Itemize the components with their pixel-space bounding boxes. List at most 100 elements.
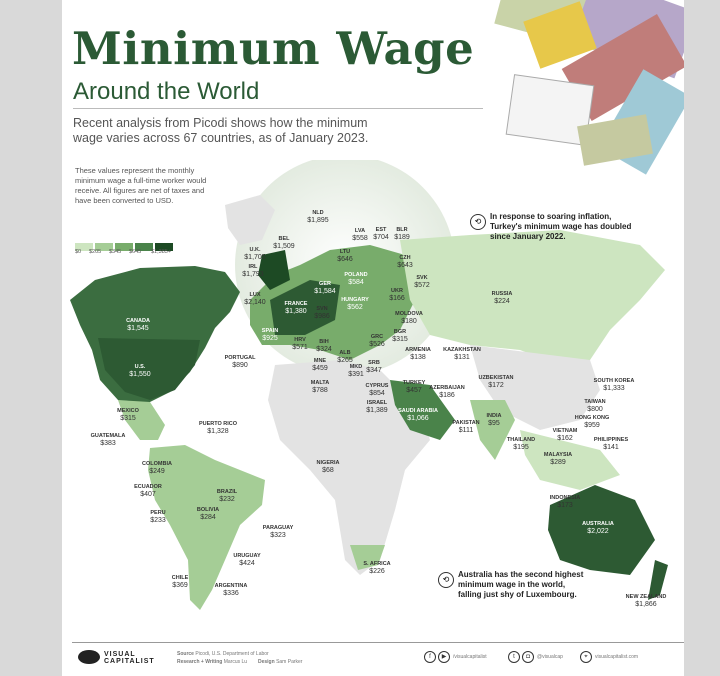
- design-text: Sam Parker: [276, 659, 303, 665]
- country-name: TAIWAN: [584, 399, 606, 405]
- country-label: PERU $233: [150, 510, 166, 524]
- country-name: SPAIN: [261, 328, 279, 334]
- country-name: BEL: [278, 236, 290, 242]
- wage-value: $1,389: [366, 407, 388, 414]
- country-name: MNE: [313, 358, 327, 364]
- country-name: UZBEKISTAN: [478, 375, 514, 381]
- wage-value: $459: [312, 365, 328, 372]
- website-link[interactable]: visualcapitalist.com: [595, 654, 639, 660]
- website-icon[interactable]: ⌖: [580, 651, 592, 663]
- country-label: BIH $324: [316, 339, 332, 353]
- title-divider: [73, 108, 483, 109]
- source-text: Picodi, U.S. Department of Labor: [195, 651, 269, 657]
- brand-name: VISUAL CAPITALIST: [104, 651, 155, 665]
- country-label: ARMENIA $138: [405, 347, 431, 361]
- wage-value: $226: [369, 568, 385, 575]
- country-name: KAZAKHSTAN: [443, 347, 481, 353]
- country-name: UKR: [391, 288, 403, 294]
- country-label: U.S. $1,550: [129, 364, 150, 378]
- country-label: AZERBAIJAN $186: [429, 385, 464, 399]
- country-name: SAUDI ARABIA: [398, 408, 438, 414]
- wage-value: $925: [262, 335, 278, 342]
- country-name: INDIA: [486, 413, 502, 419]
- country-name: PORTUGAL: [224, 355, 256, 361]
- country-name: URUGUAY: [233, 553, 261, 559]
- country-label: CYPRUS $854: [366, 383, 389, 397]
- country-name: PERU: [150, 510, 166, 516]
- country-label: NLD $1,895: [307, 210, 328, 224]
- instagram-icon[interactable]: ◘: [522, 651, 534, 663]
- country-label: LTU $646: [337, 249, 353, 263]
- wage-value: $111: [458, 427, 474, 434]
- country-label: SVN $986: [314, 306, 330, 320]
- country-name: VIETNAM: [552, 428, 578, 434]
- social-handle[interactable]: /visualcapitalist: [453, 654, 487, 660]
- inflation-icon: ⟲: [470, 214, 486, 230]
- australia: [548, 485, 655, 575]
- legend-label: $0: [75, 249, 82, 255]
- social-handle[interactable]: @visualcap: [537, 654, 563, 660]
- country-label: BGR $315: [392, 329, 408, 343]
- wage-value: $68: [322, 467, 334, 474]
- youtube-icon[interactable]: ▶: [438, 651, 450, 663]
- country-label: TURKEY $457: [403, 380, 426, 394]
- country-label: MALAYSIA $289: [544, 452, 572, 466]
- wage-value: $138: [410, 354, 426, 361]
- wage-value: $336: [223, 590, 239, 597]
- country-label: AUSTRALIA $2,022: [582, 521, 614, 535]
- legend-label: $205: [89, 249, 102, 255]
- country-label: ECUADOR $407: [134, 484, 162, 498]
- research-text: Marcus Lu: [223, 659, 248, 665]
- wage-value: $854: [369, 390, 385, 397]
- wage-value: $131: [454, 354, 470, 361]
- world-map: [70, 160, 668, 610]
- wage-value: $1,545: [127, 325, 149, 332]
- twitter-icon[interactable]: t: [508, 651, 520, 663]
- country-name: FRANCE: [284, 301, 308, 307]
- country-label: GUATEMALA $383: [91, 433, 126, 447]
- south-america: [148, 445, 265, 610]
- wage-value: $571: [292, 344, 308, 351]
- country-label: BLR $189: [394, 227, 410, 241]
- country-label: INDIA $95: [487, 413, 502, 427]
- country-label: MKD $391: [348, 364, 364, 378]
- country-name: GRC: [370, 334, 384, 340]
- united-states: [98, 338, 200, 400]
- wage-value: $890: [232, 362, 248, 369]
- wage-value: $1,705: [244, 254, 266, 261]
- facebook-icon[interactable]: f: [424, 651, 436, 663]
- country-name: PUERTO RICO: [198, 421, 238, 427]
- country-name: HONG KONG: [574, 415, 610, 421]
- country-label: PARAGUAY $323: [263, 525, 294, 539]
- wage-value: $180: [401, 318, 417, 325]
- country-name: GUATEMALA: [90, 433, 126, 439]
- country-label: LVA $558: [352, 228, 368, 242]
- country-label: PUERTO RICO $1,328: [199, 421, 237, 435]
- wage-value: $1,550: [129, 371, 151, 378]
- wage-value: $162: [557, 435, 573, 442]
- methodology-note: These values represent the monthly minim…: [75, 166, 207, 205]
- wage-value: $788: [312, 387, 328, 394]
- wage-value: $369: [172, 582, 188, 589]
- wage-value: $1,333: [603, 385, 625, 392]
- wage-value: $189: [394, 234, 410, 241]
- country-label: EST $704: [373, 227, 389, 241]
- country-name: MOLDOVA: [395, 311, 423, 317]
- country-label: MEXICO $315: [117, 408, 139, 422]
- country-name: ISRAEL: [366, 400, 388, 406]
- country-label: GRC $526: [369, 334, 385, 348]
- country-label: BRAZIL $232: [217, 489, 237, 503]
- wage-value: $383: [100, 440, 116, 447]
- wage-value: $1,509: [273, 243, 295, 250]
- wage-value: $2,140: [244, 299, 266, 306]
- country-name: INDONESIA: [549, 495, 581, 501]
- country-label: HONG KONG $959: [575, 415, 610, 429]
- country-name: SVK: [416, 275, 428, 281]
- wage-value: $232: [219, 496, 235, 503]
- wage-value: $289: [550, 459, 566, 466]
- country-name: NIGERIA: [316, 460, 340, 466]
- wage-value: $584: [348, 279, 364, 286]
- wage-value: $1,866: [635, 601, 657, 608]
- wage-value: $195: [513, 444, 529, 451]
- country-name: SOUTH KOREA: [593, 378, 635, 384]
